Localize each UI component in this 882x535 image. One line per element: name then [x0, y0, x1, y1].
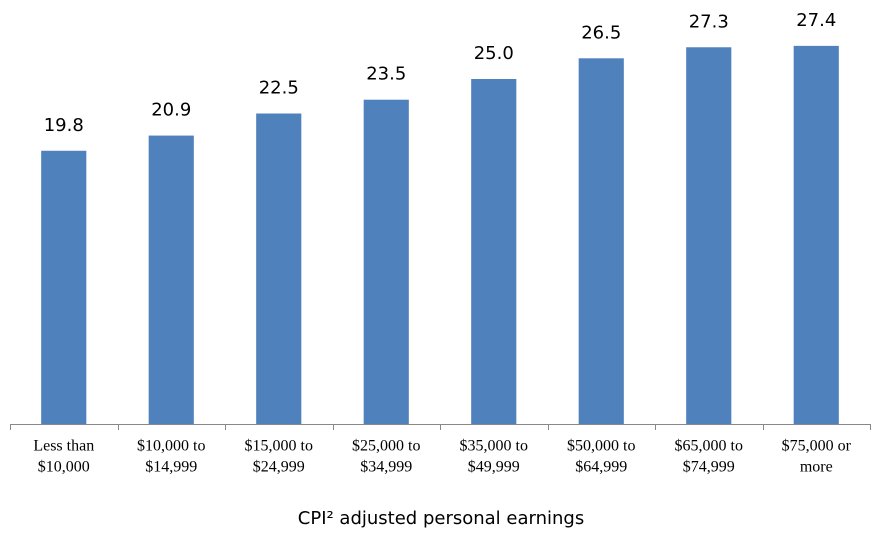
x-tick-label: $49,999: [468, 459, 520, 476]
x-tick-label: Less than: [33, 438, 94, 455]
bar: [793, 45, 839, 424]
bar: [471, 79, 517, 424]
x-axis-title: CPI² adjusted personal earnings: [298, 508, 584, 529]
x-tick-label: $74,999: [683, 459, 735, 476]
x-tick-label: $25,000 to: [352, 438, 420, 455]
x-tick-label: $24,999: [253, 459, 305, 476]
value-label: 27.4: [796, 10, 836, 31]
value-label: 23.5: [366, 64, 406, 85]
bar: [148, 135, 194, 424]
value-label: 20.9: [151, 100, 191, 121]
bar: [256, 113, 302, 424]
x-tick-label: $64,999: [575, 459, 627, 476]
value-label: 22.5: [259, 78, 299, 99]
value-label: 27.3: [689, 11, 729, 32]
x-tick-label: $34,999: [360, 459, 412, 476]
bar: [686, 47, 732, 424]
x-tick-label: $35,000 to: [460, 438, 528, 455]
value-label: 26.5: [581, 22, 621, 43]
bar: [41, 150, 87, 424]
x-tick-label: more: [800, 459, 833, 476]
bar: [578, 58, 624, 425]
x-tick-label: $14,999: [145, 459, 197, 476]
x-tick-label: $50,000 to: [567, 438, 635, 455]
x-tick-label: $10,000 to: [137, 438, 205, 455]
value-label: 25.0: [474, 43, 514, 64]
x-tick-label: $15,000 to: [245, 438, 313, 455]
bar: [363, 99, 409, 424]
value-label: 19.8: [44, 115, 84, 136]
x-tick-label: $75,000 or: [782, 438, 852, 455]
x-tick-label: $10,000: [38, 459, 90, 476]
x-tick-label: $65,000 to: [675, 438, 743, 455]
